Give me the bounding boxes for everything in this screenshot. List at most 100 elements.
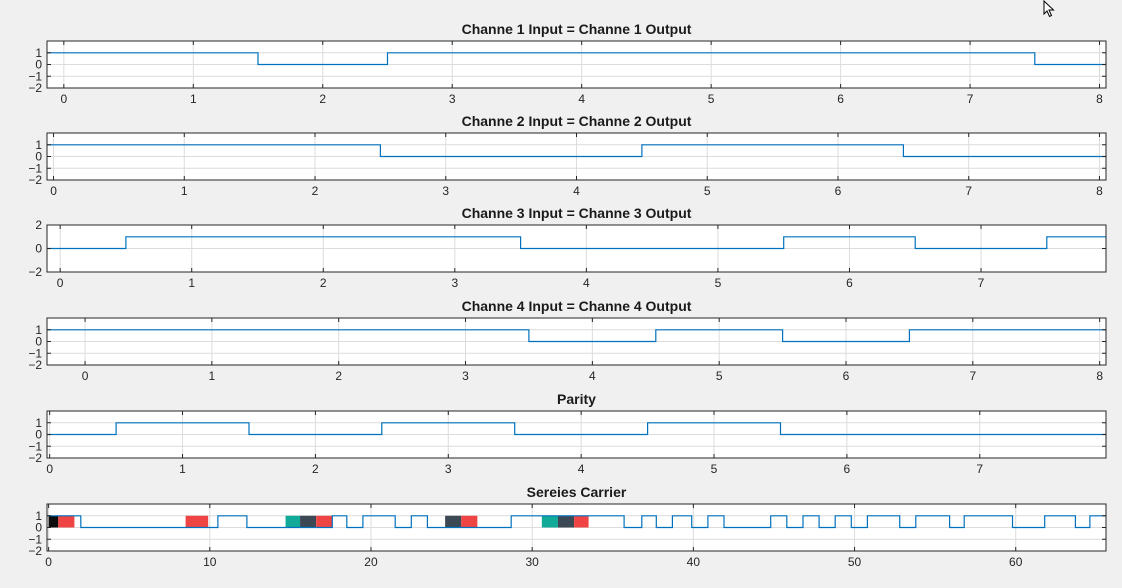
x-tick-label: 1 bbox=[209, 369, 216, 383]
x-tick-label: 4 bbox=[573, 184, 580, 198]
carrier-segment-10 bbox=[557, 515, 575, 528]
x-tick-label: 4 bbox=[583, 276, 590, 290]
x-tick-label: 2 bbox=[319, 92, 326, 106]
x-tick-label: 7 bbox=[978, 276, 985, 290]
y-tick-label: −1 bbox=[28, 69, 42, 83]
x-tick-label: 3 bbox=[445, 462, 452, 476]
x-tick-label: 2 bbox=[312, 184, 319, 198]
x-tick-label: 3 bbox=[442, 184, 449, 198]
signal-line-1 bbox=[47, 422, 1106, 436]
y-tick-label: 1 bbox=[35, 416, 42, 430]
x-tick-label: 40 bbox=[687, 555, 701, 569]
mouse-pointer-icon bbox=[1043, 0, 1055, 18]
y-tick-label: 0 bbox=[35, 242, 42, 256]
carrier-segment-8 bbox=[461, 515, 478, 528]
carrier-segment-6 bbox=[316, 515, 333, 528]
y-tick-label: 0 bbox=[35, 58, 42, 72]
carrier-segment-7 bbox=[445, 515, 462, 528]
x-tick-label: 0 bbox=[45, 555, 52, 569]
x-tick-label: 7 bbox=[969, 369, 976, 383]
x-tick-label: 0 bbox=[82, 369, 89, 383]
x-tick-label: 0 bbox=[46, 462, 53, 476]
y-tick-label: 1 bbox=[35, 509, 42, 523]
x-tick-label: 0 bbox=[50, 184, 57, 198]
plot-title: Channe 4 Input = Channe 4 Output bbox=[462, 298, 692, 314]
y-tick-label: 1 bbox=[35, 138, 42, 152]
y-tick-label: −1 bbox=[28, 161, 42, 175]
subplot-3: 0 1 2 3 4 5 6 7 2 0 −2 Channe 3 Input = Channe 3 Ou… bbox=[28, 205, 1107, 290]
carrier-segment-4 bbox=[285, 515, 301, 528]
x-tick-label: 7 bbox=[976, 462, 983, 476]
x-tick-label: 7 bbox=[965, 184, 972, 198]
x-tick-label: 2 bbox=[320, 276, 327, 290]
signal-line-1 bbox=[47, 236, 1106, 250]
carrier-segment-9 bbox=[541, 515, 558, 528]
x-tick-label: 8 bbox=[1096, 369, 1103, 383]
x-tick-label: 30 bbox=[525, 555, 539, 569]
y-tick-label: 1 bbox=[35, 323, 42, 337]
x-tick-label: 3 bbox=[451, 276, 458, 290]
x-tick-label: 5 bbox=[704, 184, 711, 198]
y-tick-label: 0 bbox=[35, 335, 42, 349]
x-tick-label: 2 bbox=[335, 369, 342, 383]
x-tick-label: 6 bbox=[844, 462, 851, 476]
y-tick-label: 2 bbox=[35, 218, 42, 232]
y-tick-label: 0 bbox=[35, 521, 42, 535]
x-tick-label: 3 bbox=[462, 369, 469, 383]
x-tick-label: 8 bbox=[1096, 184, 1103, 198]
x-tick-label: 5 bbox=[716, 369, 723, 383]
x-tick-label: 1 bbox=[179, 462, 186, 476]
x-tick-label: 4 bbox=[578, 92, 585, 106]
x-tick-label: 20 bbox=[364, 555, 378, 569]
x-tick-label: 6 bbox=[837, 92, 844, 106]
carrier-segment-3 bbox=[185, 515, 209, 528]
x-tick-label: 2 bbox=[312, 462, 319, 476]
carrier-segment-2 bbox=[58, 515, 75, 528]
carrier-segment-5 bbox=[300, 515, 317, 528]
plot-title: Parity bbox=[557, 391, 596, 407]
x-tick-label: 0 bbox=[57, 276, 64, 290]
y-tick-label: −2 bbox=[28, 265, 42, 279]
x-tick-label: 60 bbox=[1009, 555, 1023, 569]
x-tick-label: 1 bbox=[188, 276, 195, 290]
plot-title: Channe 1 Input = Channe 1 Output bbox=[462, 21, 692, 37]
x-tick-label: 1 bbox=[190, 92, 197, 106]
y-tick-label: −1 bbox=[28, 532, 42, 546]
x-tick-label: 6 bbox=[846, 276, 853, 290]
x-tick-label: 4 bbox=[578, 462, 585, 476]
signal-line-1 bbox=[47, 52, 1106, 66]
y-tick-label: −2 bbox=[28, 544, 42, 558]
x-tick-label: 6 bbox=[843, 369, 850, 383]
x-tick-label: 10 bbox=[203, 555, 217, 569]
plot-title: Channe 2 Input = Channe 2 Output bbox=[462, 113, 692, 129]
carrier-segment-1 bbox=[48, 515, 59, 528]
carrier-segment-11 bbox=[574, 515, 589, 528]
plot-title: Channe 3 Input = Channe 3 Output bbox=[462, 205, 692, 221]
plot-title: Sereies Carrier bbox=[527, 484, 627, 500]
x-tick-label: 7 bbox=[967, 92, 974, 106]
y-tick-label: 0 bbox=[35, 428, 42, 442]
y-tick-label: 0 bbox=[35, 150, 42, 164]
x-tick-label: 3 bbox=[449, 92, 456, 106]
signal-line-1 bbox=[47, 329, 1106, 343]
x-tick-label: 6 bbox=[835, 184, 842, 198]
x-tick-label: 0 bbox=[60, 92, 67, 106]
x-tick-label: 4 bbox=[589, 369, 596, 383]
y-tick-label: −2 bbox=[28, 358, 42, 372]
x-tick-label: 5 bbox=[711, 462, 718, 476]
y-tick-label: −1 bbox=[28, 346, 42, 360]
x-tick-label: 50 bbox=[848, 555, 862, 569]
y-tick-label: −1 bbox=[28, 439, 42, 453]
signal-line-1 bbox=[47, 144, 1106, 158]
x-tick-label: 1 bbox=[181, 184, 188, 198]
y-tick-label: 1 bbox=[35, 46, 42, 60]
y-tick-label: −2 bbox=[28, 451, 42, 465]
y-tick-label: −2 bbox=[28, 81, 42, 95]
signal-line-1 bbox=[47, 515, 1106, 529]
